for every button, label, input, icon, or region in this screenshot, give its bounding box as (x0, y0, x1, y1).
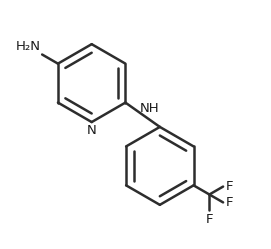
Text: F: F (226, 180, 234, 193)
Text: NH: NH (140, 102, 160, 115)
Text: F: F (226, 196, 234, 209)
Text: N: N (87, 124, 96, 137)
Text: H₂N: H₂N (16, 40, 41, 53)
Text: F: F (206, 213, 213, 226)
